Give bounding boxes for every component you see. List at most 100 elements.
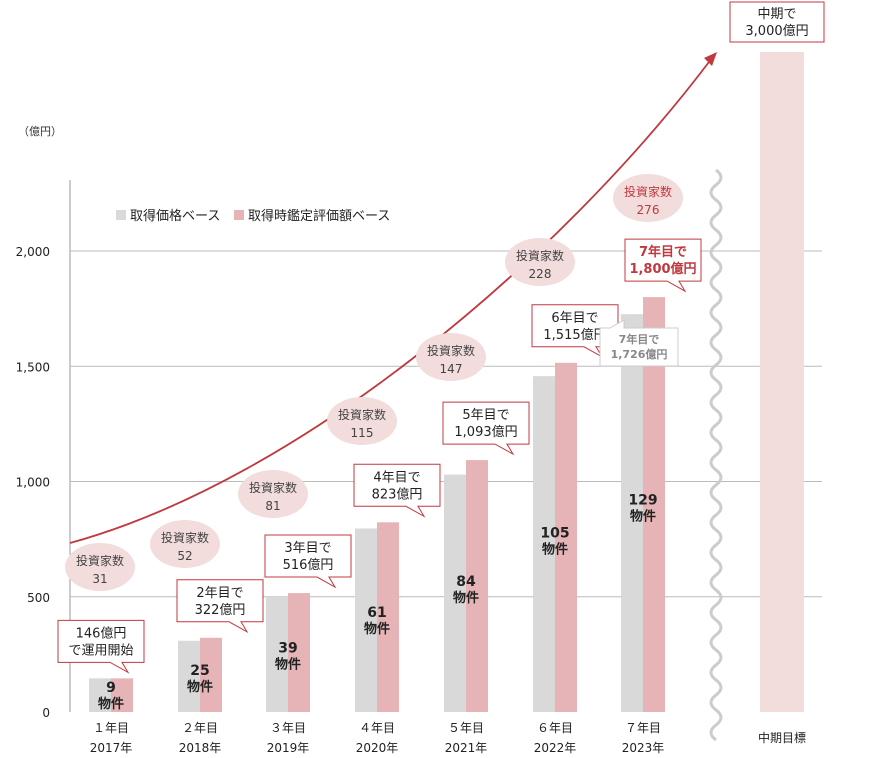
target-callout: [729, 1, 825, 43]
y-tick-label: 1,500: [16, 360, 50, 374]
investor-bubble: [238, 470, 308, 518]
bar-acquisition: [266, 596, 288, 712]
property-count: 9: [106, 680, 116, 696]
investor-bubble: [416, 333, 486, 381]
target-callout-text: 中期で: [757, 7, 796, 22]
investor-text: 投資家数: [624, 184, 672, 199]
x-tick-label: 2019年: [267, 741, 310, 755]
callout-text: 3年目で: [284, 541, 331, 556]
investor-bubble: [150, 520, 220, 568]
legend-label: 取得時鑑定評価額ベース: [248, 208, 390, 224]
investor-text: 投資家数: [76, 553, 124, 568]
investor-text: 投資家数: [161, 530, 209, 545]
property-unit: 物件: [275, 657, 301, 673]
property-unit: 物件: [542, 541, 568, 557]
x-tick-label: ２年目: [182, 721, 218, 735]
property-count: 25: [190, 663, 209, 679]
value-callout: [353, 463, 441, 518]
investor-text: 147: [440, 362, 463, 376]
bar-acquisition: [621, 314, 643, 712]
x-tick-label: 2018年: [179, 741, 222, 755]
property-count: 129: [628, 493, 657, 509]
legend-swatch: [234, 210, 244, 220]
bar-acquisition: [89, 678, 111, 712]
bar-target: [760, 52, 804, 712]
callout-text: 4年目で: [373, 470, 420, 485]
callout-text: 7年目で: [639, 244, 687, 260]
property-unit: 物件: [364, 621, 390, 637]
property-count: 84: [456, 574, 476, 590]
value-callout: [57, 619, 145, 674]
bar-acquisition: [178, 640, 200, 712]
value-callout: [624, 238, 702, 293]
x-tick-label: ７年目: [625, 721, 661, 735]
y-tick-label: 0: [42, 706, 50, 720]
callout-text: 1,800億円: [629, 261, 696, 277]
callout-text: 823億円: [372, 486, 423, 502]
x-tick-label: 2017年: [90, 741, 133, 755]
gray-callout-text: 7年目で: [619, 332, 660, 346]
investor-text: 投資家数: [338, 407, 386, 422]
investor-text: 81: [265, 499, 280, 513]
legend-swatch: [116, 210, 126, 220]
bar-appraisal: [643, 297, 665, 712]
callout-text: 1,515億円: [543, 327, 606, 343]
gray-callout: [599, 319, 679, 367]
property-count: 39: [278, 641, 297, 657]
legend-label: 取得価格ベース: [130, 208, 220, 224]
x-tick-label: 2020年: [356, 741, 399, 755]
investor-text: 52: [177, 549, 192, 563]
y-tick-label: 500: [27, 591, 50, 605]
callout-text: 5年目で: [462, 408, 509, 423]
value-callout: [531, 304, 619, 359]
value-callout: [442, 401, 530, 456]
callout-text: 2年目で: [196, 586, 243, 601]
investor-text: 投資家数: [516, 248, 564, 263]
property-unit: 物件: [453, 590, 479, 606]
gray-callout-text: 1,726億円: [611, 347, 668, 361]
callout-text: 6年目で: [551, 311, 598, 326]
bar-acquisition: [533, 376, 555, 712]
bar-acquisition: [355, 528, 377, 712]
value-callout: [176, 579, 264, 634]
property-unit: 物件: [630, 509, 656, 525]
investor-bubble: [505, 238, 575, 286]
investor-text: 31: [92, 572, 107, 586]
bar-appraisal: [555, 362, 577, 712]
x-tick-label: １年目: [93, 721, 129, 735]
investor-text: 投資家数: [249, 480, 297, 495]
property-count: 105: [540, 525, 569, 541]
investor-text: 投資家数: [427, 343, 475, 358]
x-tick-label: 2021年: [445, 741, 488, 755]
callout-text: 146億円: [76, 625, 127, 641]
x-tick-label: ６年目: [537, 721, 573, 735]
callout-text: で運用開始: [68, 643, 133, 658]
axis-break-icon: [709, 168, 723, 742]
callout-text: 1,093億円: [454, 424, 517, 440]
investor-text: 276: [637, 203, 660, 217]
y-tick-label: 2,000: [16, 245, 50, 259]
x-tick-label: ３年目: [270, 721, 306, 735]
property-count: 61: [367, 605, 386, 621]
x-tick-label: 2023年: [622, 741, 665, 755]
investor-bubble: [327, 397, 397, 445]
y-tick-label: 1,000: [16, 476, 50, 490]
property-unit: 物件: [187, 679, 213, 695]
bar-appraisal: [377, 522, 399, 712]
bar-appraisal: [111, 678, 133, 712]
value-callout: [264, 534, 352, 589]
property-unit: 物件: [98, 696, 124, 712]
bar-appraisal: [288, 593, 310, 712]
investor-text: 115: [351, 426, 374, 440]
x-tick-label: ４年目: [359, 721, 395, 735]
bar-acquisition: [444, 474, 466, 712]
callout-text: 322億円: [195, 602, 246, 618]
x-tick-label: 中期目標: [758, 730, 806, 745]
investor-text: 228: [529, 267, 552, 281]
callout-text: 516億円: [283, 557, 334, 573]
arrow-head-icon: [704, 52, 717, 66]
investor-bubble: [65, 543, 135, 591]
x-tick-label: 2022年: [534, 741, 577, 755]
bar-appraisal: [200, 637, 222, 712]
